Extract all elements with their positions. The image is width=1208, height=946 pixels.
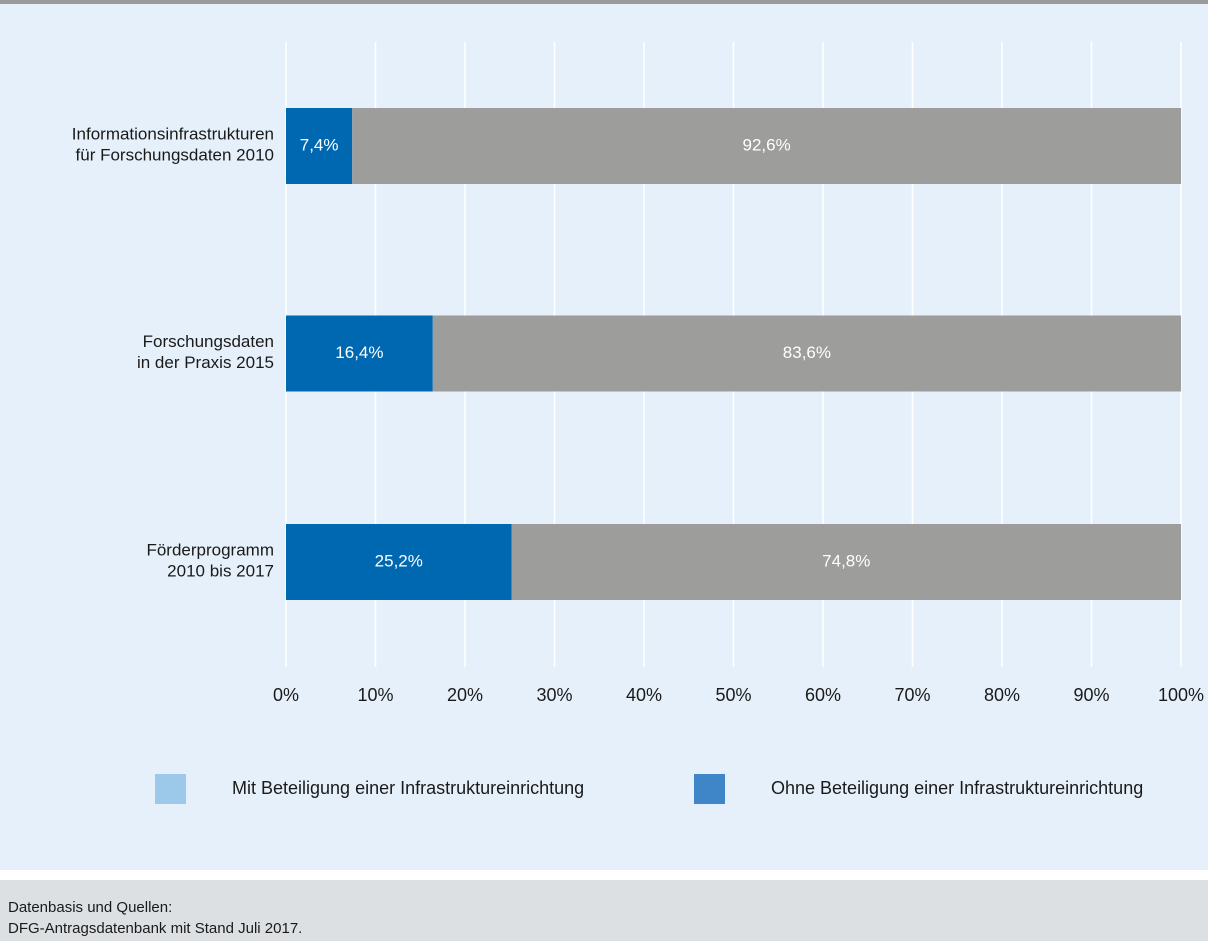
- x-tick-label: 50%: [715, 685, 751, 705]
- x-tick-label: 0%: [273, 685, 299, 705]
- bar-segment: [286, 315, 433, 392]
- value-label: 92,6%: [743, 135, 791, 154]
- x-tick-label: 80%: [984, 685, 1020, 705]
- value-label: 16,4%: [335, 343, 383, 362]
- x-tick-label: 90%: [1073, 685, 1109, 705]
- source-box: [0, 880, 1208, 941]
- top-rule: [0, 0, 1208, 4]
- x-tick-label: 60%: [805, 685, 841, 705]
- bar-segment: [352, 108, 1182, 184]
- legend-label: Mit Beteiligung einer Infrastruktureinri…: [232, 778, 584, 798]
- value-label: 74,8%: [822, 551, 870, 570]
- bar-segment: [286, 524, 512, 600]
- y-tick-label: Informationsinfrastrukturen für Forschung…: [72, 125, 274, 165]
- x-tick-label: 10%: [357, 685, 393, 705]
- bar-segment: [286, 108, 353, 184]
- x-tick-label: 100%: [1158, 685, 1204, 705]
- source-title: Datenbasis und Quellen:: [8, 899, 172, 916]
- legend-label: Ohne Beteiligung einer Infrastruktureinr…: [771, 778, 1143, 798]
- x-tick-label: 30%: [536, 685, 572, 705]
- x-tick-label: 20%: [447, 685, 483, 705]
- x-tick-label: 70%: [894, 685, 930, 705]
- y-tick-label: Förderprogramm 2010 bis 2017: [146, 541, 274, 581]
- bar-segment: [432, 315, 1181, 392]
- value-label: 7,4%: [300, 135, 339, 154]
- legend-swatch: [694, 774, 725, 804]
- y-tick-label: Forschungsdaten in der Praxis 2015: [137, 332, 274, 372]
- x-tick-label: 40%: [626, 685, 662, 705]
- value-label: 83,6%: [783, 343, 831, 362]
- source-text: DFG-Antragsdatenbank mit Stand Juli 2017…: [8, 920, 302, 937]
- value-label: 25,2%: [375, 551, 423, 570]
- bar-segment: [511, 524, 1181, 600]
- legend-swatch: [155, 774, 186, 804]
